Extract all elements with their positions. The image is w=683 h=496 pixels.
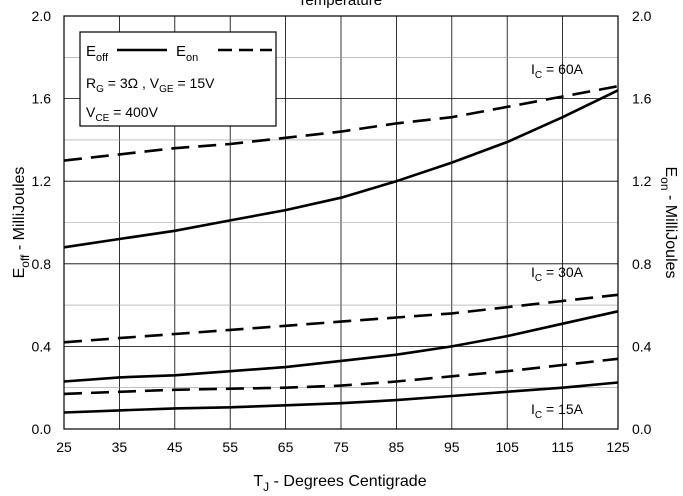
x-tick-label: 125	[606, 439, 630, 455]
right-y-tick-label: 0.8	[632, 256, 652, 272]
x-tick-label: 25	[56, 439, 72, 455]
left-tick-labels: 0.0 0.4 0.8 1.2 1.6 2.0	[32, 8, 52, 437]
right-tick-labels: 0.0 0.4 0.8 1.2 1.6 2.0	[632, 8, 652, 437]
series-line-eon-30a	[63, 293, 619, 344]
x-tick-label: 85	[389, 439, 405, 455]
legend-label-eoff: Eoff	[86, 43, 109, 64]
plot-frame	[63, 15, 619, 430]
x-tick-label: 45	[167, 439, 183, 455]
right-y-tick-label: 0.4	[632, 338, 652, 354]
x-tick-labels: 25 35 45 55 65 75 85 95 105 115 125	[56, 439, 630, 455]
series-line-eoff-30a	[63, 310, 619, 383]
x-axis-label: TJ - Degrees Centigrade	[253, 473, 426, 494]
ic-annotation: IC = 30A	[531, 264, 584, 284]
left-y-tick-label: 0.0	[32, 421, 52, 437]
series-layer	[63, 84, 619, 414]
left-y-tick-label: 0.4	[32, 338, 52, 354]
right-y-tick-label: 1.6	[632, 91, 652, 107]
x-tick-label: 115	[551, 439, 574, 455]
series-line-eoff-60a	[63, 89, 619, 249]
x-tick-label: 75	[333, 439, 349, 455]
series-line-eon-60a	[63, 84, 619, 162]
x-tick-label: 55	[222, 439, 238, 455]
x-tick-label: 95	[444, 439, 460, 455]
series-line-eon-15a	[63, 357, 619, 396]
legend: Eoff Eon RG = 3Ω , VGE = 15V VCE = 400V	[79, 31, 277, 127]
right-y-tick-label: 2.0	[632, 8, 652, 24]
ic-annotation: IC = 60A	[531, 61, 584, 81]
axis-labels: TJ - Degrees Centigrade Eoff - MilliJoule…	[11, 166, 679, 494]
left-y-axis-label: Eoff - MilliJoules	[11, 167, 32, 279]
ic-annotation: IC = 15A	[531, 401, 584, 421]
left-y-tick-label: 1.2	[32, 173, 52, 189]
left-y-tick-label: 0.8	[32, 256, 52, 272]
left-y-tick-label: 1.6	[32, 91, 52, 107]
chart-title: Temperature	[298, 0, 382, 9]
right-y-tick-label: 1.2	[632, 173, 652, 189]
left-y-tick-label: 2.0	[32, 8, 52, 24]
x-tick-label: 65	[278, 439, 294, 455]
legend-label-eon: Eon	[176, 43, 198, 64]
grid-lines	[64, 16, 618, 429]
right-y-axis-label: Eon - MilliJoules	[658, 166, 679, 278]
legend-condition: RG = 3Ω , VGE = 15V	[86, 75, 215, 95]
legend-box	[79, 31, 277, 127]
right-y-tick-label: 0.0	[632, 421, 652, 437]
x-tick-label: 105	[496, 439, 520, 455]
x-tick-label: 35	[112, 439, 128, 455]
annotations: IC = 60A IC = 30A IC = 15A	[531, 61, 584, 421]
series-line-eoff-15a	[63, 381, 619, 414]
legend-condition: VCE = 400V	[86, 104, 159, 124]
